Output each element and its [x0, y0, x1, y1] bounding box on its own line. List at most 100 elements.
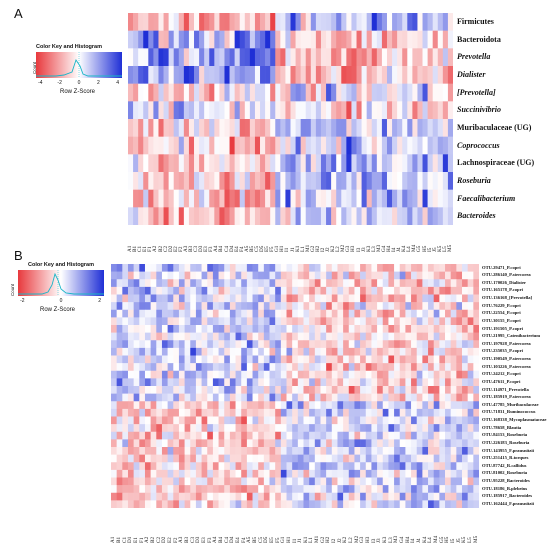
panel-b-heatmap-cell: [246, 469, 253, 478]
panel-a-heatmap-cell: [407, 66, 413, 84]
panel-a-heatmap-cell: [331, 189, 337, 208]
panel-b-heatmap-cell: [456, 447, 463, 455]
panel-b-heatmap-cell: [127, 408, 134, 417]
panel-b-heatmap-cell: [365, 485, 372, 494]
panel-b-heatmap-cell: [314, 302, 321, 311]
panel-a-heatmap-cell: [183, 207, 190, 225]
panel-b-heatmap-cell: [275, 485, 282, 494]
panel-b-heatmap-cell: [246, 386, 253, 394]
panel-b-heatmap-cell: [382, 264, 389, 272]
panel-b-heatmap-cell: [111, 325, 117, 333]
panel-b-heatmap-cell: [235, 325, 242, 333]
panel-a-heatmap-cell: [392, 119, 398, 137]
panel-b-heatmap-cell: [190, 408, 197, 417]
panel-b-heatmap-cell: [388, 271, 395, 280]
panel-b-heatmap-cell: [343, 447, 350, 455]
panel-b-heatmap-cell: [467, 294, 474, 303]
panel-b-heatmap-cell: [269, 424, 276, 433]
panel-a-heatmap-cell: [407, 48, 413, 67]
panel-a-heatmap-cell: [285, 172, 291, 190]
panel-b-heatmap-cell: [371, 294, 378, 303]
panel-b-heatmap-cell: [371, 332, 378, 341]
panel-b-heatmap-cell: [320, 485, 327, 494]
panel-b-heatmap-cell: [127, 485, 134, 494]
panel-b-heatmap-cell: [167, 416, 174, 425]
panel-a-heatmap-cell: [366, 48, 373, 67]
panel-b-heatmap-cell: [348, 469, 355, 478]
panel-b-heatmap-cell: [161, 378, 168, 387]
panel-b-heatmap-cell: [467, 500, 474, 508]
panel-b-row-label: OTU.226183_Roseburia: [482, 439, 530, 445]
panel-a-heatmap-cell: [300, 172, 307, 190]
panel-a-heatmap-cell: [315, 48, 322, 67]
panel-a-heatmap-cell: [153, 189, 159, 208]
panel-a-heatmap-cell: [234, 172, 241, 190]
panel-b-heatmap-cell: [127, 386, 134, 394]
panel-a-heatmap-cell: [392, 154, 398, 173]
panel-b-heatmap-cell: [337, 454, 344, 463]
panel-a-heatmap-cell: [315, 66, 322, 84]
panel-b-heatmap-cell: [116, 386, 123, 394]
panel-b-heatmap-cell: [122, 309, 129, 318]
panel-a-heatmap-cell: [361, 172, 367, 190]
panel-b-color-key: Color Key and Histogram Count -2 0 2 Row Z…: [4, 262, 108, 322]
panel-b-heatmap-cell: [111, 401, 117, 410]
panel-b-heatmap-cell: [212, 424, 219, 433]
panel-b-heatmap-cell: [365, 492, 372, 501]
panel-b-heatmap-cell: [207, 431, 214, 440]
panel-b-heatmap-cell: [133, 286, 140, 295]
panel-b-heatmap-cell: [309, 271, 316, 280]
panel-b-heatmap-cell: [360, 363, 367, 372]
panel-b-heatmap-cell: [411, 393, 418, 402]
panel-b-heatmap-cell: [326, 485, 333, 494]
panel-b-heatmap-cell: [241, 271, 248, 280]
panel-b-heatmap-cell: [212, 355, 219, 364]
panel-a-heatmap-cell: [178, 83, 185, 102]
panel-a-heatmap-cell: [194, 30, 200, 49]
panel-b-heatmap-cell: [411, 485, 418, 494]
panel-b-heatmap-cell: [292, 393, 299, 402]
panel-a-heatmap-cell: [315, 189, 322, 208]
panel-b-heatmap-cell: [314, 271, 321, 280]
panel-b-heatmap-cell: [394, 294, 401, 303]
panel-b-heatmap-cell: [280, 325, 287, 333]
panel-b-heatmap-cell: [241, 393, 248, 402]
panel-b-heatmap-cell: [122, 370, 129, 379]
panel-a-heatmap-cell: [356, 189, 362, 208]
panel-b-heatmap-cell: [297, 309, 304, 318]
panel-b-heatmap-cell: [439, 492, 446, 501]
panel-b-row-label: OTU.103226_P.stercorea: [482, 363, 531, 369]
panel-b-heatmap-cell: [190, 264, 197, 272]
panel-b-heatmap-cell: [280, 401, 287, 410]
panel-b-heatmap-cell: [156, 271, 163, 280]
panel-a-heatmap-cell: [254, 13, 261, 31]
panel-b-heatmap-cell: [382, 401, 389, 410]
panel-b-heatmap-cell: [229, 416, 236, 425]
panel-a-heatmap-cell: [148, 207, 154, 225]
panel-a-heatmap-cell: [300, 154, 307, 173]
panel-b-heatmap-cell: [167, 279, 174, 288]
panel-b-heatmap-cell: [450, 302, 457, 311]
panel-b-heatmap-cell: [467, 309, 474, 318]
panel-b-heatmap-cell: [422, 500, 429, 508]
panel-b-heatmap-cell: [388, 340, 395, 349]
panel-a-heatmap-cell: [366, 66, 373, 84]
panel-b-heatmap-cell: [156, 279, 163, 288]
panel-b-heatmap-cell: [354, 477, 361, 486]
panel-b-heatmap-cell: [354, 500, 361, 508]
panel-a-heatmap-cell: [204, 48, 210, 67]
panel-b-heatmap-cell: [161, 477, 168, 486]
panel-b-heatmap-cell: [246, 309, 253, 318]
panel-b-heatmap-cell: [286, 378, 293, 387]
panel-b-heatmap-cell: [195, 317, 202, 326]
panel-a-row-label: Muribaculaceae (UG): [457, 122, 532, 132]
panel-b-heatmap-cell: [275, 355, 282, 364]
panel-a-heatmap-cell: [442, 207, 449, 225]
panel-a-heatmap-cell: [239, 13, 246, 31]
panel-b-heatmap-cell: [190, 401, 197, 410]
panel-b-heatmap-cell: [314, 439, 321, 448]
panel-a-heatmap-cell: [133, 101, 139, 120]
panel-b-heatmap-cell: [382, 317, 389, 326]
panel-b-heatmap-cell: [156, 355, 163, 364]
panel-b-heatmap-cell: [190, 416, 197, 425]
